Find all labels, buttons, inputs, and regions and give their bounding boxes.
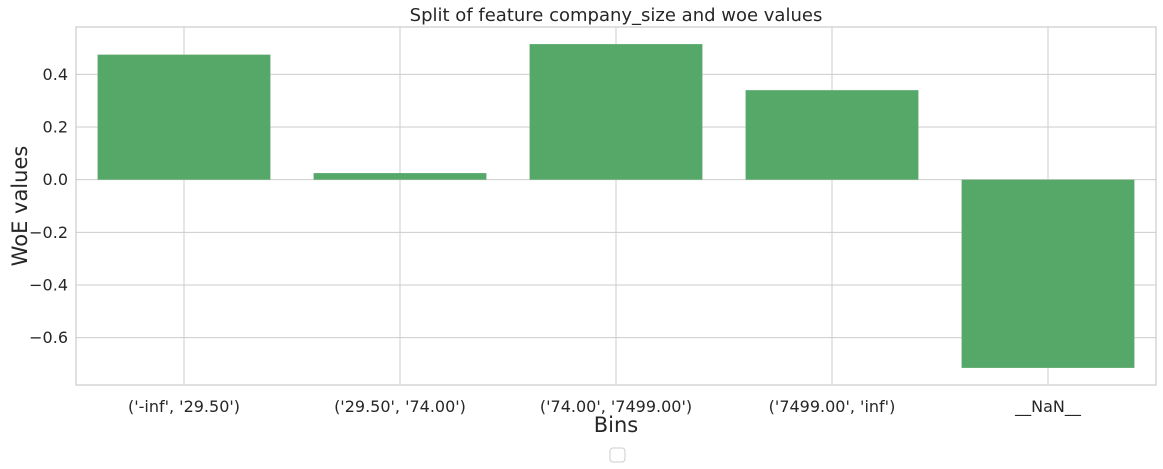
x-tick-label: ('29.50', '74.00') bbox=[334, 397, 466, 416]
bars bbox=[97, 44, 1135, 368]
bar bbox=[529, 44, 703, 180]
y-axis-label: WoE values bbox=[8, 146, 32, 267]
legend-box bbox=[609, 447, 626, 463]
bar bbox=[97, 54, 271, 180]
chart-title: Split of feature company_size and woe va… bbox=[410, 5, 823, 26]
x-tick-labels: ('-inf', '29.50') ('29.50', '74.00') ('74.… bbox=[128, 397, 1082, 417]
bar bbox=[961, 179, 1135, 368]
x-tick-label: ('7499.00', 'inf') bbox=[769, 397, 896, 416]
plot-frame bbox=[75, 26, 1157, 386]
y-tick-labels: 0.4 0.2 0.0 −0.2 −0.4 −0.6 bbox=[29, 65, 68, 347]
y-tick-label: −0.2 bbox=[29, 223, 68, 242]
y-tick-label: −0.4 bbox=[29, 275, 68, 294]
x-tick-label: ('74.00', '7499.00') bbox=[540, 397, 692, 416]
x-axis-label: Bins bbox=[594, 413, 639, 437]
y-tick-label: −0.6 bbox=[29, 328, 68, 347]
bar bbox=[745, 90, 919, 180]
x-tick-label: __NaN__ bbox=[1014, 397, 1082, 417]
y-tick-label: 0.4 bbox=[43, 65, 68, 84]
x-tick-label: ('-inf', '29.50') bbox=[128, 397, 240, 416]
y-tick-label: 0.0 bbox=[43, 170, 68, 189]
y-tick-label: 0.2 bbox=[43, 118, 68, 137]
bar bbox=[313, 173, 487, 180]
